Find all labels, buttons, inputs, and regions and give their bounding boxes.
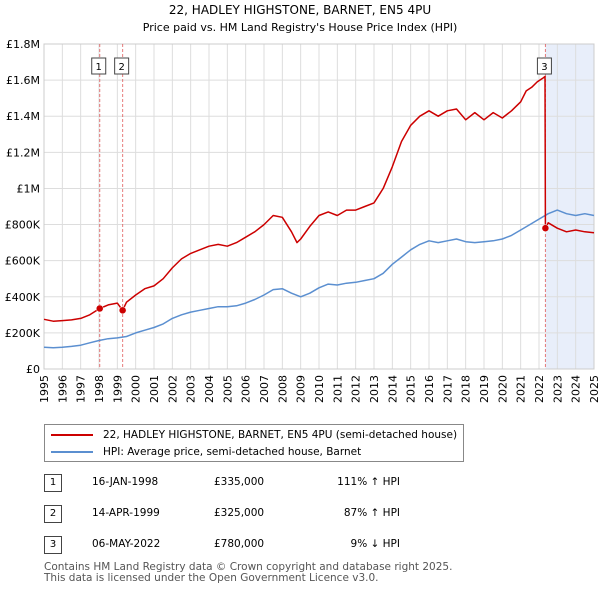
sale-number-badge: 1 — [44, 474, 62, 492]
footer: Contains HM Land Registry data © Crown c… — [44, 562, 452, 584]
sale-number-badge: 2 — [44, 505, 62, 523]
chart-subtitle: Price paid vs. HM Land Registry's House … — [143, 21, 458, 34]
x-tick-label: 2006 — [240, 375, 253, 403]
y-tick-label: £1M — [17, 182, 41, 195]
y-tick-label: £400K — [5, 291, 41, 304]
sale-marker-box — [536, 57, 552, 75]
x-tick-label: 2023 — [551, 375, 564, 403]
legend-swatch-property — [51, 434, 93, 436]
sale-price: £325,000 — [214, 507, 265, 519]
sale-price: £335,000 — [214, 476, 265, 488]
y-tick-label: £200K — [5, 327, 41, 340]
x-tick-label: 2002 — [166, 375, 179, 403]
y-tick-label: £0 — [26, 363, 40, 376]
x-tick-label: 1997 — [75, 375, 88, 403]
property-price-line — [43, 75, 595, 322]
x-tick-label: 2007 — [258, 375, 271, 403]
x-tick-label: 2016 — [423, 375, 436, 403]
sale-marker-box — [114, 57, 130, 75]
legend-label-hpi: HPI: Average price, semi-detached house,… — [103, 446, 362, 458]
sale-marker-box — [91, 57, 107, 75]
sale-point — [118, 306, 127, 315]
x-tick-label: 2025 — [588, 375, 600, 403]
x-tick-label: 2001 — [148, 375, 161, 403]
legend-swatch-hpi — [51, 451, 93, 453]
y-tick-label: £1.8M — [6, 38, 40, 51]
x-tick-label: 2009 — [295, 375, 308, 403]
forecast-shaded-region — [545, 44, 594, 369]
sale-hpi-change: 111% ↑ HPI — [337, 476, 400, 488]
sale-point — [95, 304, 104, 313]
y-tick-label: £800K — [5, 219, 41, 232]
x-tick-label: 1995 — [38, 375, 51, 403]
x-tick-label: 2000 — [130, 375, 143, 403]
x-tick-label: 2005 — [221, 375, 234, 403]
x-tick-label: 2004 — [203, 375, 216, 403]
x-tick-label: 2013 — [368, 375, 381, 403]
sale-price: £780,000 — [214, 538, 265, 550]
x-tick-label: 2011 — [331, 375, 344, 403]
sale-date: 14-APR-1999 — [92, 507, 160, 519]
y-tick-label: £1.4M — [6, 110, 40, 123]
price-chart: 22, HADLEY HIGHSTONE, BARNET, EN5 4PU Pri… — [5, 3, 600, 403]
x-tick-label: 2014 — [386, 375, 399, 403]
sale-marker-label: 1 — [96, 62, 102, 73]
legend-item-property: 22, HADLEY HIGHSTONE, BARNET, EN5 4PU (s… — [51, 426, 457, 444]
x-tick-label: 1996 — [56, 375, 69, 403]
sale-row: 3 06-MAY-2022 £780,000 9% ↓ HPI — [44, 536, 504, 558]
sale-date: 06-MAY-2022 — [92, 538, 161, 550]
x-tick-label: 2021 — [515, 375, 528, 403]
sale-row: 2 14-APR-1999 £325,000 87% ↑ HPI — [44, 505, 504, 527]
sale-point — [541, 224, 550, 232]
sale-row: 1 16-JAN-1998 £335,000 111% ↑ HPI — [44, 474, 504, 496]
sale-hpi-change: 87% ↑ HPI — [343, 507, 400, 519]
x-tick-label: 2015 — [405, 375, 418, 403]
sale-marker-label: 3 — [541, 62, 547, 73]
y-tick-label: £1.2M — [6, 146, 40, 159]
sale-marker-label: 2 — [118, 62, 124, 73]
plot-border — [43, 43, 595, 370]
chart-title: 22, HADLEY HIGHSTONE, BARNET, EN5 4PU — [169, 3, 431, 17]
x-tick-label: 2012 — [350, 375, 363, 403]
footer-licence: This data is licensed under the Open Gov… — [44, 572, 379, 584]
legend-label-property: 22, HADLEY HIGHSTONE, BARNET, EN5 4PU (s… — [103, 429, 458, 441]
x-tick-label: 1998 — [93, 375, 106, 403]
hpi-line — [43, 209, 595, 349]
x-tick-label: 1999 — [111, 375, 124, 403]
x-tick-label: 2008 — [276, 375, 289, 403]
footer-copyright: Contains HM Land Registry data © Crown c… — [44, 561, 453, 573]
sale-date: 16-JAN-1998 — [92, 476, 159, 488]
sale-hpi-change: 9% ↓ HPI — [350, 538, 400, 550]
y-tick-label: £1.6M — [6, 74, 40, 87]
x-tick-label: 2019 — [478, 375, 491, 403]
legend-item-hpi: HPI: Average price, semi-detached house,… — [51, 443, 361, 461]
x-tick-label: 2003 — [185, 375, 198, 403]
x-tick-label: 2018 — [460, 375, 473, 403]
y-tick-label: £600K — [5, 255, 41, 268]
x-tick-label: 2024 — [570, 375, 583, 403]
x-tick-label: 2022 — [533, 375, 546, 403]
sale-number-badge: 3 — [44, 536, 62, 554]
x-tick-label: 2020 — [496, 375, 509, 403]
x-tick-label: 2010 — [313, 375, 326, 403]
x-tick-label: 2017 — [441, 375, 454, 403]
legend: 22, HADLEY HIGHSTONE, BARNET, EN5 4PU (s… — [44, 424, 464, 462]
